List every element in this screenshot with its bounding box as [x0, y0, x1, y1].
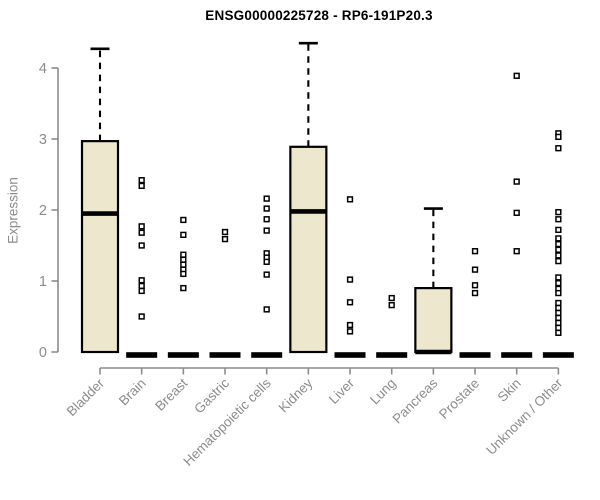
outlier-point [555, 314, 562, 322]
outlier-point [263, 271, 270, 278]
x-tick-label: Pancreas [390, 375, 441, 426]
outlier-point [346, 328, 354, 335]
outlier-point [555, 279, 562, 287]
outlier-point [555, 257, 562, 265]
zero-bar [334, 352, 366, 358]
y-tick-label: 3 [39, 132, 47, 148]
zero-bar [501, 352, 533, 358]
x-tick-label: Brain [116, 376, 149, 409]
zero-bar [251, 352, 283, 358]
outlier-point [555, 246, 562, 253]
zero-bar [459, 352, 491, 358]
x-tick-label: Skin [495, 376, 524, 405]
outlier-point [180, 251, 187, 258]
outlier-point [138, 287, 145, 295]
outlier-point [555, 324, 562, 332]
outlier-point [555, 252, 562, 259]
y-tick-label: 0 [39, 345, 47, 361]
y-tick-label: 2 [39, 203, 47, 219]
y-tick-label: 1 [39, 274, 47, 290]
x-tick-label: Lung [367, 376, 399, 408]
outlier-point [263, 216, 270, 223]
outlier-point [180, 261, 187, 268]
outlier-point [555, 319, 562, 327]
outlier-point [555, 304, 562, 312]
outlier-point [263, 195, 270, 202]
outlier-point [555, 309, 562, 317]
outlier-point [138, 282, 145, 290]
outlier-point [138, 277, 145, 284]
x-tick-label: Prostate [436, 376, 482, 422]
outlier-point [263, 227, 270, 234]
outlier-point [221, 228, 229, 236]
zero-bar [542, 352, 574, 358]
outlier-point [221, 235, 229, 243]
outlier-point [388, 294, 395, 302]
outlier-point [555, 216, 562, 223]
x-tick-label: Gastric [191, 375, 232, 416]
outlier-point [471, 282, 479, 289]
outlier-point [138, 223, 145, 230]
outlier-point [471, 248, 479, 255]
outlier-point [513, 178, 520, 185]
outlier-point [138, 242, 145, 249]
outlier-point [555, 274, 562, 281]
outlier-point [346, 321, 354, 329]
zero-bar [167, 352, 199, 358]
outlier-point [263, 306, 270, 313]
outlier-point [513, 209, 520, 216]
outlier-point [555, 240, 562, 248]
outlier-point [138, 177, 145, 184]
zero-bar [126, 352, 158, 358]
outlier-point [138, 182, 145, 190]
outlier-point [388, 301, 395, 309]
outlier-point [471, 266, 479, 273]
outlier-point [555, 299, 562, 307]
outlier-point [555, 145, 562, 152]
chart-title: ENSG00000225728 - RP6-191P20.3 [205, 8, 433, 23]
outlier-point [263, 258, 270, 265]
box [289, 145, 328, 354]
x-tick-label: Liver [326, 375, 358, 407]
outlier-point [471, 289, 479, 297]
outlier-point [180, 256, 187, 263]
outlier-point [346, 299, 354, 306]
outlier-point [138, 229, 145, 236]
outlier-point [138, 313, 145, 320]
outlier-point [555, 133, 562, 141]
outlier-point [555, 208, 562, 216]
x-tick-label: Unknown / Other [483, 375, 566, 458]
zero-bar [209, 352, 241, 358]
outlier-point [513, 72, 520, 79]
outlier-point [180, 216, 187, 224]
outlier-point [513, 248, 520, 255]
outlier-point [346, 276, 354, 283]
y-tick-label: 4 [39, 61, 47, 77]
outlier-point [555, 235, 562, 242]
box [414, 287, 453, 354]
box [80, 140, 120, 354]
outlier-point [263, 205, 270, 212]
outlier-point [555, 289, 562, 297]
outlier-point [180, 270, 187, 278]
zero-bar [376, 352, 408, 358]
outlier-point [555, 226, 562, 234]
x-tick-label: Bladder [64, 375, 108, 419]
outlier-point [555, 329, 562, 336]
outlier-point [180, 284, 187, 292]
x-tick-label: Kidney [276, 375, 316, 415]
x-tick-label: Breast [152, 375, 190, 413]
outlier-point [180, 231, 187, 238]
outlier-point [346, 196, 354, 203]
